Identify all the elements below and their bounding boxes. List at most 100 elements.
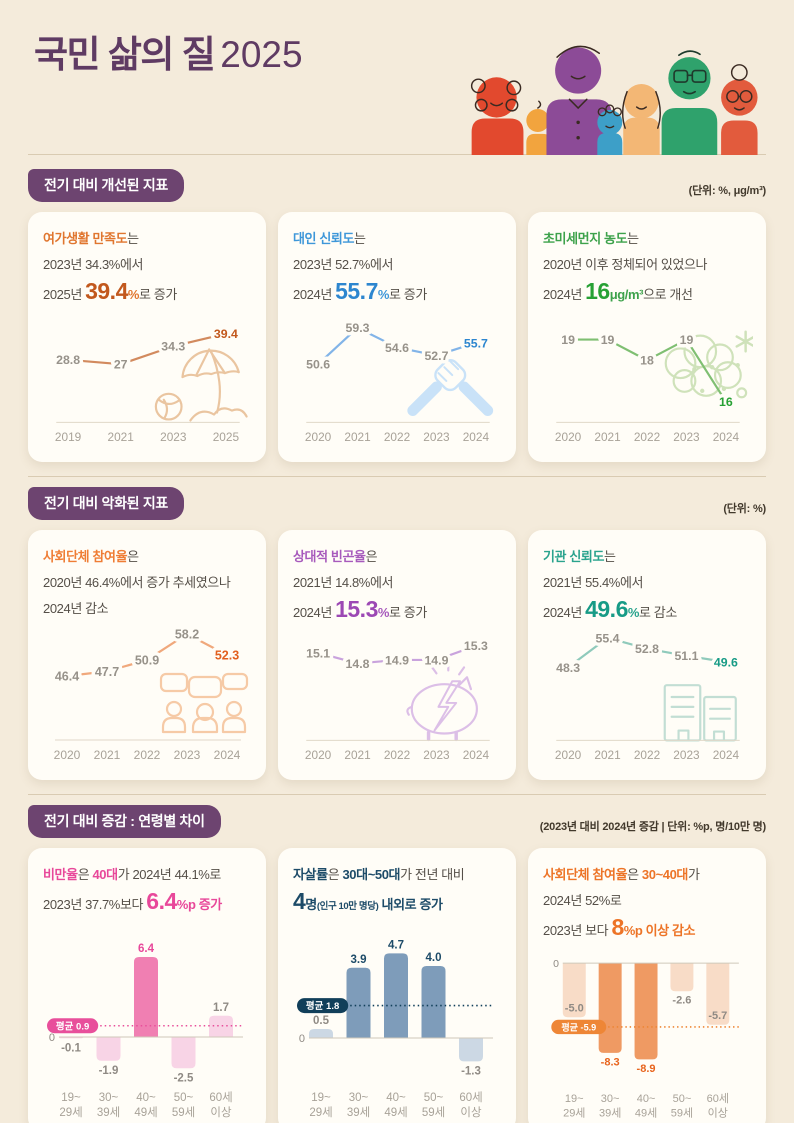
bars bbox=[59, 957, 233, 1069]
svg-text:2020: 2020 bbox=[54, 748, 81, 762]
page-header: 국민 삶의 질 2025 bbox=[28, 0, 766, 155]
svg-text:51.1: 51.1 bbox=[674, 649, 698, 663]
svg-text:18: 18 bbox=[640, 354, 654, 368]
svg-text:2022: 2022 bbox=[634, 430, 660, 444]
section-improved-unit: (단위: %, μg/m³) bbox=[688, 185, 767, 197]
trend-line bbox=[317, 644, 477, 665]
svg-text:2022: 2022 bbox=[634, 748, 660, 762]
card-institutional-trust: 기관 신뢰도는 2021년 55.4%에서 2024년 49.6%로 감소 2020… bbox=[528, 530, 766, 780]
card-headline: 사회단체 참여율은 2020년 46.4%에서 증가 추세였으나 2024년 감소 bbox=[43, 549, 231, 616]
value-labels: 15.1 14.8 14.9 14.9 15.3 bbox=[303, 636, 492, 675]
svg-text:2021: 2021 bbox=[344, 430, 370, 444]
svg-text:28.8: 28.8 bbox=[56, 353, 80, 367]
svg-text:-2.5: -2.5 bbox=[174, 1072, 194, 1084]
svg-text:58.2: 58.2 bbox=[175, 628, 199, 642]
x-axis-labels: 2020 2021 2022 2023 2024 bbox=[555, 748, 740, 762]
x-axis-labels: 19~ 29세 30~ 39세 40~ 49세 50~ 59세 60세 이상 bbox=[563, 1092, 729, 1119]
svg-text:50.9: 50.9 bbox=[135, 653, 159, 667]
title-main: 국민 삶의 질 bbox=[34, 34, 216, 75]
bar bbox=[421, 966, 446, 1038]
svg-text:-5.7: -5.7 bbox=[708, 1010, 727, 1022]
svg-text:52.3: 52.3 bbox=[215, 649, 239, 663]
card-headline: 기관 신뢰도는 2021년 55.4%에서 2024년 49.6%로 감소 bbox=[543, 549, 677, 622]
trend-line bbox=[68, 332, 227, 366]
value-labels: 19 19 18 19 16 bbox=[558, 330, 737, 413]
card-fine-dust: 초미세먼지 농도는 2020년 이후 정체되어 있었으나 2024년 16μg/m³… bbox=[528, 212, 766, 462]
card-suicide-by-age: 자살률은 30대~50대가 전년 대비 4명(인구 10만 명당) 내외로 증가 … bbox=[278, 848, 516, 1123]
bars bbox=[562, 963, 730, 1060]
card-headline: 대인 신뢰도는 2023년 52.7%에서 2024년 55.7%로 증가 bbox=[293, 231, 427, 304]
svg-text:2024: 2024 bbox=[463, 430, 490, 444]
value-labels: 28.8 27 34.3 39.4 bbox=[53, 324, 242, 375]
value-labels: 46.4 47.7 50.9 58.2 52.3 bbox=[51, 624, 242, 687]
trend-line bbox=[567, 636, 727, 669]
svg-text:14.9: 14.9 bbox=[424, 653, 448, 667]
x-axis-labels: 2020 2021 2022 2023 2024 bbox=[555, 430, 740, 444]
svg-text:-1.3: -1.3 bbox=[461, 1065, 481, 1077]
svg-text:6.4: 6.4 bbox=[138, 943, 155, 955]
card-relative-poverty: 상대적 빈곤율은 2021년 14.8%에서 2024년 15.3%로 증가 202… bbox=[278, 530, 516, 780]
svg-text:0.5: 0.5 bbox=[313, 1015, 330, 1027]
svg-text:2023: 2023 bbox=[673, 430, 700, 444]
section-improved-badge: 전기 대비 개선된 지표 bbox=[28, 169, 184, 202]
svg-text:52.7: 52.7 bbox=[424, 349, 448, 363]
card-obesity-by-age: 비만율은 40대가 2024년 44.1%로 2023년 37.7%보다 6.4%… bbox=[28, 848, 266, 1123]
svg-text:2021: 2021 bbox=[94, 748, 121, 762]
bar bbox=[634, 963, 658, 1060]
svg-text:47.7: 47.7 bbox=[95, 665, 119, 679]
card-headline: 여가생활 만족도는 2023년 34.3%에서 2025년 39.4%로 증가 bbox=[43, 231, 177, 304]
svg-text:3.9: 3.9 bbox=[351, 954, 367, 966]
trend-line bbox=[568, 338, 727, 403]
value-labels: -0.1 -1.9 6.4 -2.5 1.7 bbox=[61, 943, 229, 1084]
card-leisure-satisfaction: 여가생활 만족도는 2023년 34.3%에서 2025년 39.4%로 증가 20… bbox=[28, 212, 266, 462]
svg-text:2022: 2022 bbox=[384, 430, 410, 444]
svg-text:4.0: 4.0 bbox=[426, 952, 442, 964]
svg-text:-5.0: -5.0 bbox=[565, 1002, 584, 1014]
card-interpersonal-trust: 대인 신뢰도는 2023년 52.7%에서 2024년 55.7%로 증가 2020… bbox=[278, 212, 516, 462]
svg-text:2025: 2025 bbox=[213, 430, 240, 444]
svg-text:30~39세: 30~ 39세 bbox=[97, 1092, 120, 1119]
svg-text:2023: 2023 bbox=[423, 748, 450, 762]
title-year: 2025 bbox=[220, 34, 303, 75]
svg-text:2022: 2022 bbox=[384, 748, 410, 762]
svg-text:55.7: 55.7 bbox=[464, 336, 488, 350]
buildings-icon bbox=[663, 684, 737, 742]
x-axis-labels: 19~ 29세 30~ 39세 40~ 49세 50~ 59세 60세 이상 bbox=[59, 1091, 232, 1119]
average-pill-label: 평균 -5.9 bbox=[561, 1021, 596, 1032]
svg-text:50.6: 50.6 bbox=[306, 358, 330, 372]
obesity-bar-chart: 0평균 0.9 -0.1 -1.9 6.4 -2.5 1.7 19~ 29세 30~ 39세 40~… bbox=[47, 943, 243, 1119]
bars bbox=[309, 953, 483, 1062]
svg-text:55.4: 55.4 bbox=[596, 631, 620, 645]
svg-text:19~29세: 19~ 29세 bbox=[309, 1092, 332, 1119]
svg-text:2021: 2021 bbox=[594, 748, 620, 762]
svg-text:54.6: 54.6 bbox=[385, 341, 409, 355]
x-axis-labels: 2020 2021 2022 2023 2024 bbox=[305, 430, 490, 444]
participation-bar-chart: 0 평균 -5.9 -5.0 -8.3 -8.9 -2.6 -5.7 19~ 29세 30~ 39세… bbox=[551, 958, 739, 1119]
svg-text:2024: 2024 bbox=[463, 748, 490, 762]
card-social-participation-by-age: 사회단체 참여율은 30~40대가 2024년 52%로 2023년 보다 8%p … bbox=[528, 848, 766, 1123]
bar bbox=[706, 963, 730, 1025]
svg-text:2021: 2021 bbox=[108, 430, 134, 444]
zero-label: 0 bbox=[299, 1033, 305, 1045]
svg-text:52.8: 52.8 bbox=[635, 642, 659, 656]
bar bbox=[171, 1037, 196, 1069]
svg-text:14.9: 14.9 bbox=[385, 653, 409, 667]
bar bbox=[134, 957, 158, 1037]
trend-line bbox=[66, 632, 228, 678]
handshake-icon bbox=[407, 359, 494, 417]
bar bbox=[670, 963, 694, 992]
value-labels: -5.0 -8.3 -8.9 -2.6 -5.7 bbox=[565, 995, 728, 1075]
svg-text:14.8: 14.8 bbox=[346, 657, 370, 671]
section-worsened: 전기 대비 악화된 지표 (단위: %) 사회단체 참여율은 2020년 46.4… bbox=[28, 476, 766, 780]
section-worsened-badge: 전기 대비 악화된 지표 bbox=[28, 487, 184, 520]
svg-text:2020: 2020 bbox=[305, 430, 332, 444]
svg-text:50~59세: 50~ 59세 bbox=[671, 1093, 693, 1119]
svg-text:2020: 2020 bbox=[555, 748, 582, 762]
svg-text:2022: 2022 bbox=[134, 748, 161, 762]
svg-text:2020: 2020 bbox=[555, 430, 582, 444]
svg-text:1.7: 1.7 bbox=[213, 1002, 229, 1014]
section-by-age-unit: (2023년 대비 2024년 증감 | 단위: %p, 명/10만 명) bbox=[539, 821, 766, 833]
svg-text:50~59세: 50~ 59세 bbox=[172, 1092, 195, 1119]
svg-text:-8.3: -8.3 bbox=[601, 1056, 620, 1068]
